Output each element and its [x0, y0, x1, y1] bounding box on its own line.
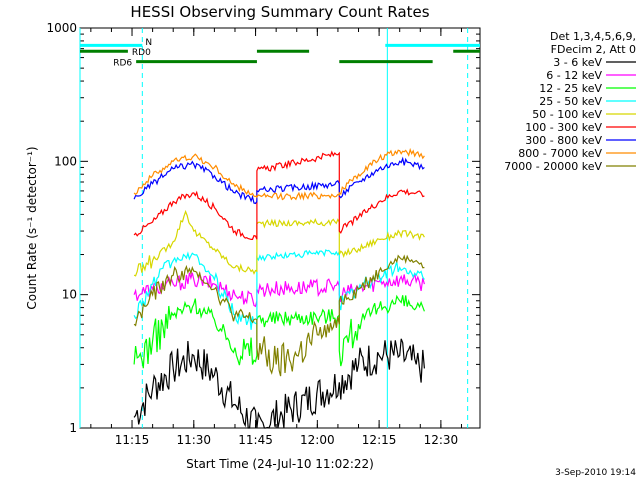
x-tick-label: 12:15 [362, 433, 397, 447]
legend-label: 3 - 6 keV [553, 56, 602, 69]
flag-label: RD0 [132, 48, 151, 58]
x-tick-label: 11:45 [238, 433, 273, 447]
series-line-7000-20000-keV [133, 254, 425, 377]
legend-label: 100 - 300 keV [525, 121, 602, 134]
x-tick-label: 11:30 [176, 433, 211, 447]
flag-label: N [145, 38, 152, 48]
date-stamp: 3-Sep-2010 19:14 [555, 468, 636, 478]
y-axis-label: Count Rate (s⁻¹ detector⁻¹) [25, 146, 39, 309]
series-line-800-7000-keV [133, 147, 425, 201]
legend-label: 300 - 800 keV [525, 134, 602, 147]
x-axis-label: Start Time (24-Jul-10 11:02:22) [186, 457, 374, 471]
y-tick-label: 100 [54, 154, 77, 168]
series-line-300-800-keV [133, 156, 425, 205]
series-line-12-25-keV [133, 294, 425, 369]
flag-label: RD6 [113, 59, 132, 69]
legend: Det 1,3,4,5,6,9,FDecim 2, Att 03 - 6 keV… [504, 30, 636, 173]
y-tick-label: 10 [62, 288, 77, 302]
series-line-3-6-keV [133, 338, 425, 429]
legend-label: 25 - 50 keV [539, 95, 602, 108]
chart-title: HESSI Observing Summary Count Rates [130, 3, 429, 21]
legend-label: 12 - 25 keV [539, 82, 602, 95]
x-tick-label: 11:15 [115, 433, 150, 447]
legend-label: 50 - 100 keV [532, 108, 602, 121]
plot-area: 1 10 100 1000 11:15 11:30 11:45 12:00 12:15 12:30… [46, 21, 481, 447]
series-line-50-100-keV [133, 209, 425, 277]
legend-header-line: FDecim 2, Att 0 [551, 43, 636, 56]
series-line-25-50-keV [133, 249, 425, 330]
legend-label: 6 - 12 keV [546, 69, 602, 82]
x-tick-label: 12:30 [424, 433, 459, 447]
series-line-100-300-keV [133, 150, 425, 240]
legend-label: 7000 - 20000 keV [504, 160, 602, 173]
y-tick-label: 1 [69, 421, 77, 435]
legend-label: 800 - 7000 keV [518, 147, 602, 160]
y-tick-label: 1000 [46, 21, 77, 35]
x-tick-label: 12:00 [300, 433, 335, 447]
legend-header-line: Det 1,3,4,5,6,9, [550, 30, 636, 43]
